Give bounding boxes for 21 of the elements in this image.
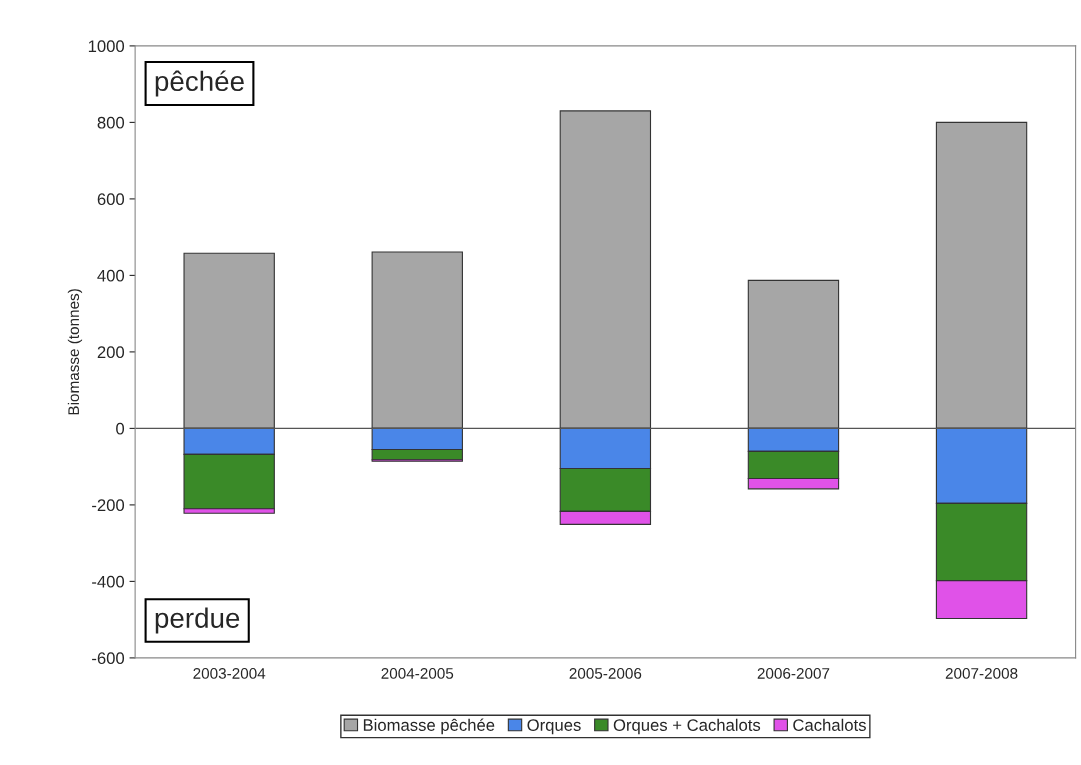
x-tick-label: 2007-2008 (945, 668, 1018, 679)
legend-label: Biomasse pêchée (363, 718, 495, 735)
y-tick-label: 400 (97, 269, 125, 282)
y-tick-label: 200 (97, 346, 125, 359)
y-tick-label: 800 (97, 116, 125, 129)
x-tick-label: 2005-2006 (569, 668, 642, 679)
legend-label: Cachalots (793, 718, 866, 731)
legend-label: Orques + Cachalots (613, 718, 761, 735)
x-tick-label: 2006-2007 (757, 668, 830, 679)
y-tick-label: -600 (92, 652, 125, 665)
legend-label: Orques (527, 719, 581, 735)
x-tick-label: 2003-2004 (193, 668, 266, 679)
y-tick-label: -200 (92, 499, 125, 512)
annotation: perdue (155, 607, 240, 634)
annotation: pêchée (155, 70, 244, 97)
y-tick-label: 600 (97, 193, 125, 206)
y-axis-title: Biomasse (tonnes) (67, 289, 83, 415)
y-tick-label: 0 (116, 422, 125, 435)
y-tick-label: 1000 (88, 40, 125, 53)
y-tick-label: -400 (92, 575, 125, 588)
x-tick-label: 2004-2005 (381, 668, 454, 679)
